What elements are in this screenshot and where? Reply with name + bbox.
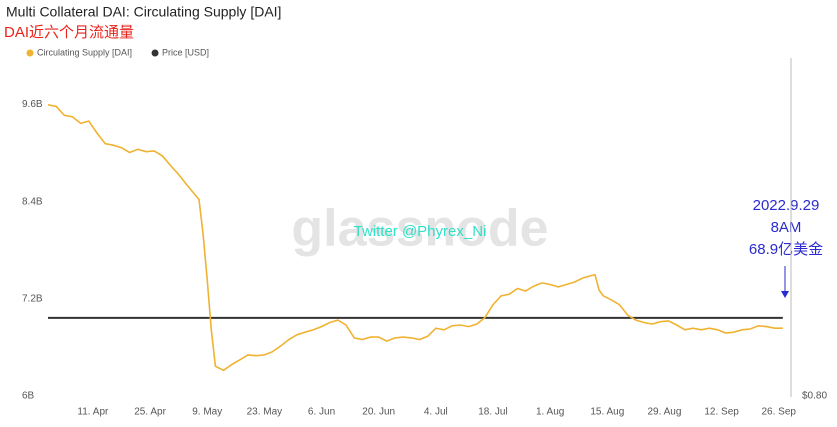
x-tick-label: 15. Aug xyxy=(590,407,624,418)
x-tick-label: 9. May xyxy=(192,407,222,418)
y-tick-label: 8.4B xyxy=(22,196,43,207)
legend-marker[interactable] xyxy=(151,49,159,57)
x-tick-label: 26. Sep xyxy=(762,407,797,418)
arrow-head xyxy=(781,291,789,298)
x-tick-label: 23. May xyxy=(247,407,283,418)
annotation: 2022.9.29 xyxy=(753,197,820,214)
annotation: 68.9亿美金 xyxy=(749,241,823,258)
x-tick-label: 25. Apr xyxy=(134,407,166,418)
y2-tick-label: $0.80 xyxy=(802,391,827,402)
x-tick-label: 12. Sep xyxy=(704,407,739,418)
x-tick-label: 18. Jul xyxy=(478,407,507,418)
x-tick-label: 29. Aug xyxy=(647,407,681,418)
annotation: 8AM xyxy=(771,219,802,236)
legend-label[interactable]: Circulating Supply [DAI] xyxy=(37,47,132,57)
annotation: Twitter @Phyrex_Ni xyxy=(354,223,487,240)
chart-subtitle: DAI近六个月流通量 xyxy=(4,24,134,41)
series-line xyxy=(47,104,783,372)
x-tick-label: 6. Jun xyxy=(308,407,335,418)
x-tick-label: 4. Jul xyxy=(424,407,448,418)
y-tick-label: 6B xyxy=(22,391,35,402)
legend-label[interactable]: Price [USD] xyxy=(162,47,209,57)
y-tick-label: 9.6B xyxy=(22,99,43,110)
x-tick-label: 11. Apr xyxy=(77,407,109,418)
x-tick-label: 1. Aug xyxy=(536,407,564,418)
x-tick-label: 20. Jun xyxy=(362,407,395,418)
chart-title: Multi Collateral DAI: Circulating Supply… xyxy=(6,4,281,20)
watermark: glassnode xyxy=(291,200,548,258)
y-tick-label: 7.2B xyxy=(22,293,43,304)
legend-marker[interactable] xyxy=(26,49,34,57)
